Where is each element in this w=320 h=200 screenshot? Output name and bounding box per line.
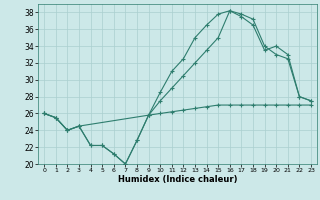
X-axis label: Humidex (Indice chaleur): Humidex (Indice chaleur) (118, 175, 237, 184)
